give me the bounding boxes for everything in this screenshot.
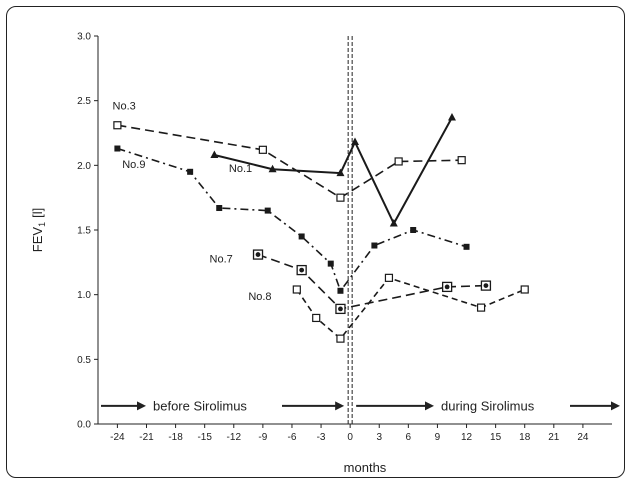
- data-point: [441, 281, 453, 293]
- x-tick-label: 9: [435, 432, 441, 443]
- x-tick-label: 15: [490, 432, 502, 443]
- x-tick-label: -3: [317, 432, 326, 443]
- x-tick-label: 18: [519, 432, 531, 443]
- x-tick-label: 0: [347, 432, 353, 443]
- x-ticks: -24 -21 -18 -15 -12 -9 -6 -3 0 3 6 9 12 15 18 21 24: [110, 424, 589, 443]
- data-point-dot: [483, 283, 489, 289]
- y-axis-title-main: FEV: [30, 227, 45, 253]
- data-point: [296, 264, 307, 276]
- series-line: [296, 276, 526, 340]
- y-tick-label: 2.0: [77, 161, 91, 172]
- x-tick-label: 6: [406, 432, 412, 443]
- series-no3: [113, 121, 466, 202]
- x-tick-label: -21: [139, 432, 154, 443]
- data-point: [327, 260, 334, 267]
- data-point: [292, 285, 301, 294]
- y-ticks: 0.0 0.5 1.0 1.5 2.0 2.5 3.0: [77, 32, 98, 431]
- y-axis-title-subscript: 1: [37, 222, 47, 227]
- data-point: [410, 227, 417, 233]
- data-point: [336, 168, 345, 177]
- data-point: [268, 164, 277, 173]
- before-arrow-head: [137, 401, 146, 411]
- series-line: [257, 253, 486, 310]
- y-axis-title: FEV1 [l]: [30, 208, 47, 252]
- data-point: [216, 205, 223, 212]
- y-tick-label: 1.5: [77, 226, 91, 237]
- series-label-no9: No.9: [122, 159, 145, 171]
- data-point: [258, 145, 267, 154]
- x-tick-label: -15: [197, 432, 212, 443]
- series-label-no3: No.3: [113, 101, 136, 113]
- data-point-dot: [255, 252, 261, 257]
- data-point: [394, 157, 403, 166]
- sirolimus-start-divider: [347, 36, 353, 424]
- series-no1: [210, 112, 456, 227]
- series-line: [117, 147, 467, 293]
- chart-frame: [6, 6, 625, 478]
- series-label-no1: No.1: [229, 163, 252, 175]
- x-tick-label: -18: [168, 432, 183, 443]
- y-tick-label: 1.0: [77, 290, 91, 301]
- series-layer: [113, 112, 529, 343]
- data-point: [480, 280, 492, 291]
- data-point: [457, 156, 466, 165]
- data-point: [113, 121, 122, 130]
- series-no9: [114, 145, 470, 294]
- series-label-no7: No.7: [210, 253, 233, 265]
- data-point: [114, 145, 121, 152]
- x-tick-label: 24: [577, 432, 589, 443]
- data-point: [389, 219, 398, 227]
- y-tick-label: 3.0: [77, 32, 91, 43]
- x-axis-title: months: [344, 460, 387, 475]
- data-point: [335, 303, 346, 315]
- y-tick-label: 0.5: [77, 355, 91, 366]
- x-tick-label: -9: [258, 432, 267, 443]
- data-point: [371, 242, 378, 249]
- series-line: [117, 124, 462, 199]
- data-point: [252, 249, 264, 260]
- series-labels: No.3 No.9 No.1 No.7 No.8: [113, 101, 272, 303]
- before-sirolimus-label: before Sirolimus: [153, 398, 247, 413]
- series-label-no8: No.8: [248, 291, 271, 303]
- series-no8: [292, 273, 529, 343]
- phase-arrows: before Sirolimus during Sirolimus: [101, 398, 620, 413]
- series-line: [214, 117, 453, 226]
- x-tick-label: 12: [461, 432, 473, 443]
- y-tick-label: 0.0: [77, 420, 91, 431]
- y-axis-title-unit: [l]: [30, 208, 45, 218]
- data-point: [463, 243, 470, 250]
- data-point: [336, 334, 345, 343]
- x-tick-label: -24: [110, 432, 125, 443]
- data-point: [337, 287, 344, 294]
- data-point: [351, 137, 359, 146]
- data-point-dot: [444, 284, 450, 290]
- x-tick-label: 3: [376, 432, 382, 443]
- x-tick-label: -6: [288, 432, 297, 443]
- before-arrow-head-2: [335, 401, 345, 411]
- data-point-dot: [299, 267, 305, 273]
- x-tick-label: 21: [548, 432, 560, 443]
- data-point: [476, 303, 486, 312]
- data-point: [187, 168, 194, 175]
- during-arrow-head-2: [611, 401, 620, 411]
- data-point-dot: [338, 306, 343, 312]
- data-point: [298, 233, 305, 240]
- series-no7: [252, 249, 492, 315]
- data-point: [264, 207, 271, 214]
- data-point: [336, 193, 345, 202]
- y-tick-label: 2.5: [77, 96, 91, 107]
- data-point: [447, 112, 456, 121]
- axes: [97, 36, 612, 425]
- data-point: [312, 313, 321, 323]
- data-point: [520, 285, 529, 294]
- data-point: [384, 273, 394, 282]
- during-arrow-head: [425, 401, 434, 411]
- during-sirolimus-label: during Sirolimus: [441, 398, 535, 413]
- x-tick-label: -12: [227, 432, 242, 443]
- data-point: [210, 150, 219, 158]
